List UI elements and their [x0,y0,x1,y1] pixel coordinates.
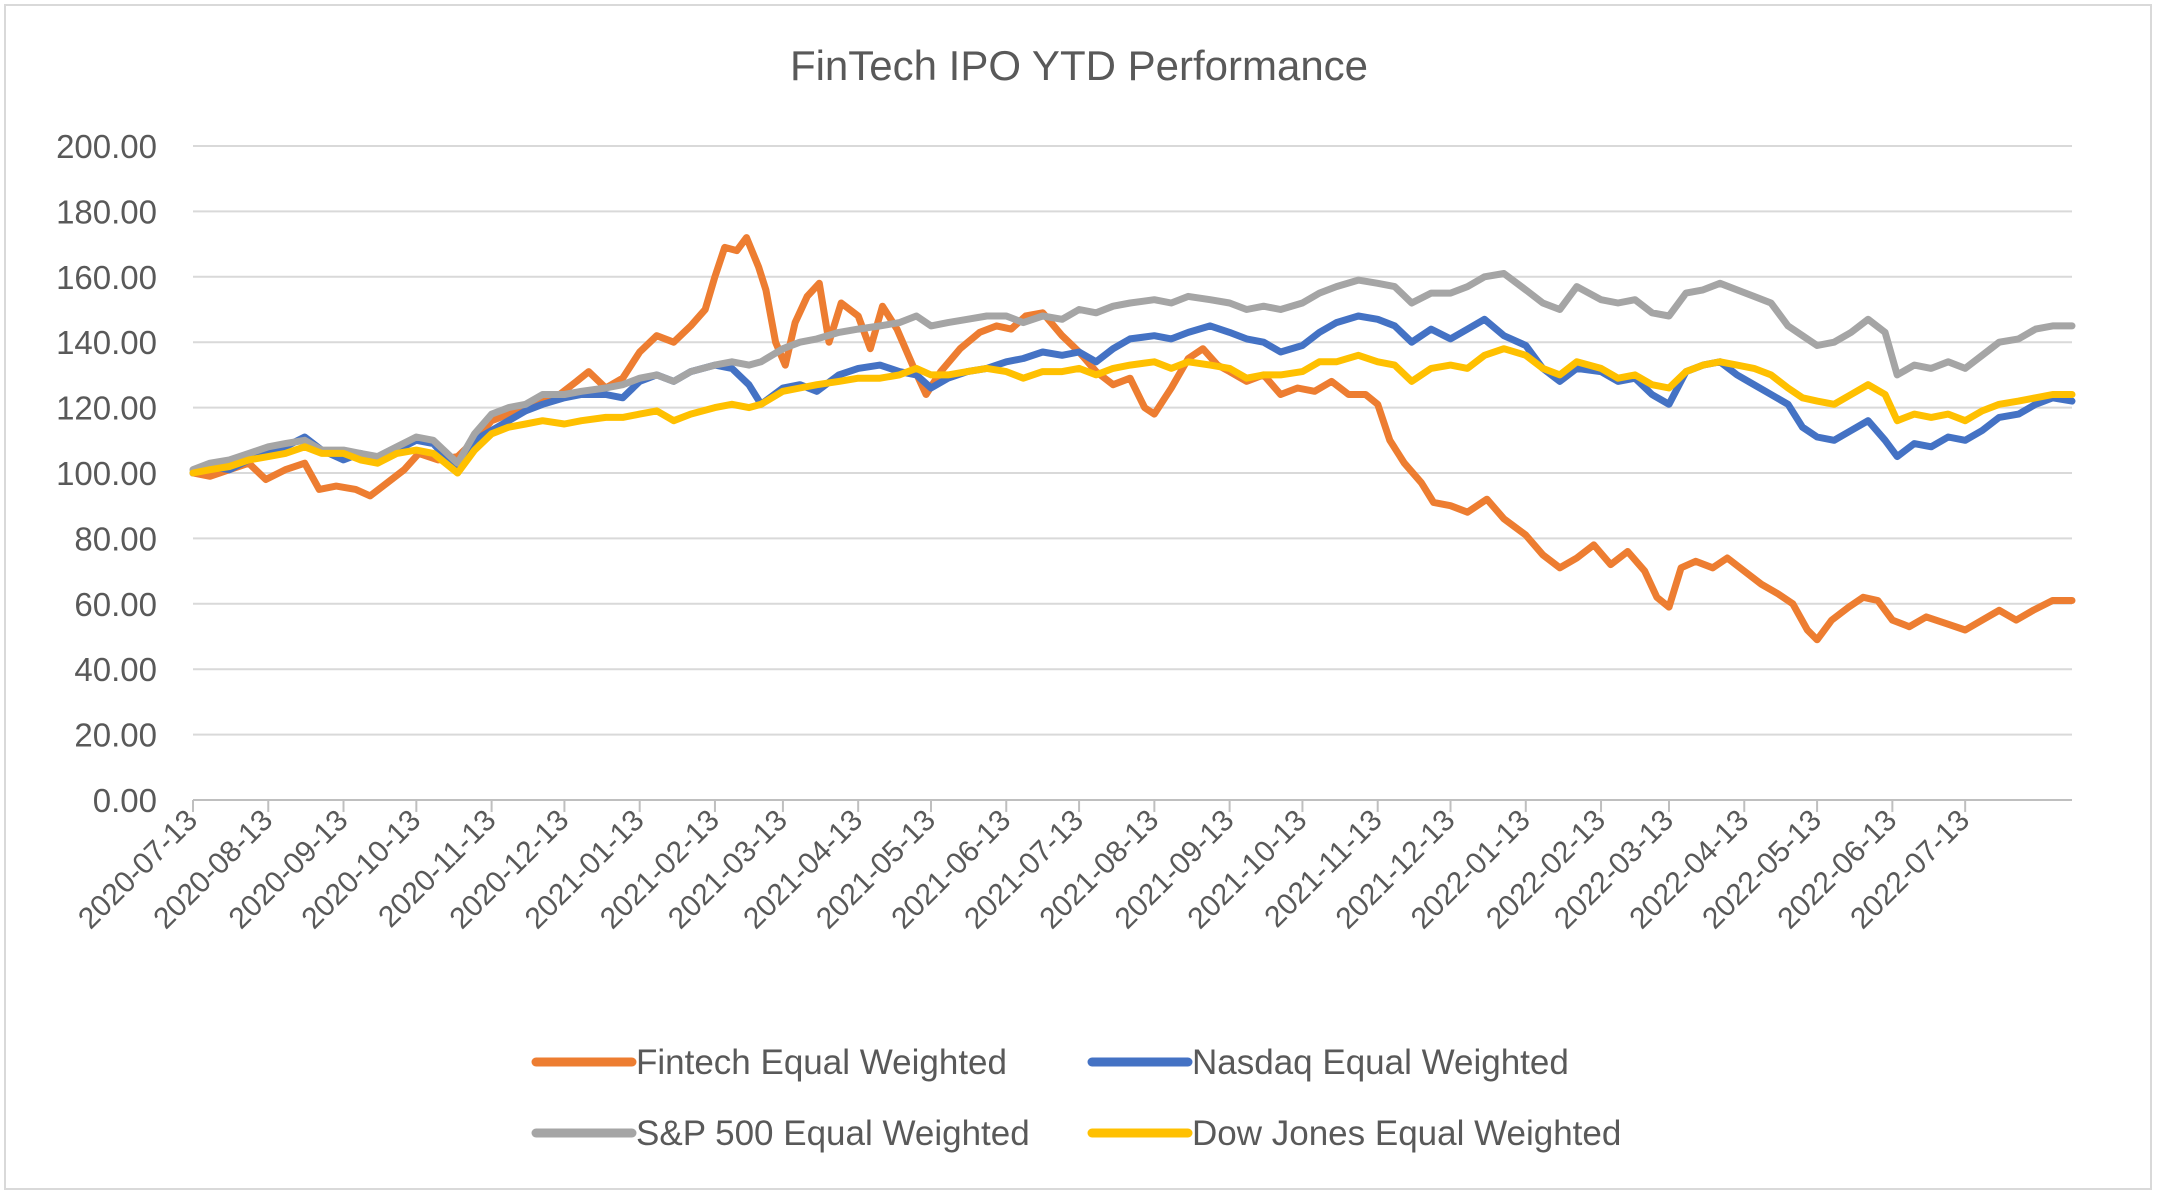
y-axis-ticks: 0.00 20.00 40.00 60.00 80.00 100.00 120.00 140.… [56,128,157,819]
y-tick-label: 20.00 [74,717,157,754]
legend-label: Nasdaq Equal Weighted [1192,1043,1569,1082]
y-tick-label: 40.00 [74,651,157,688]
series-lines [189,234,2076,644]
legend: Fintech Equal Weighted Nasdaq Equal Weigh… [531,1043,1621,1153]
y-tick-label: 60.00 [74,586,157,623]
y-tick-label: 160.00 [56,259,157,296]
y-tick-label: 140.00 [56,324,157,361]
chart-title: FinTech IPO YTD Performance [790,42,1368,89]
y-tick-label: 0.00 [93,782,157,819]
y-tick-label: 120.00 [56,390,157,427]
chart-frame [4,4,2152,1190]
series-line-s-p-500-equal-weighted [189,270,2076,474]
y-tick-label: 100.00 [56,455,157,492]
gridlines [193,145,2072,736]
legend-label: Fintech Equal Weighted [636,1043,1007,1082]
series-line-dow-jones-equal-weighted [189,345,2076,477]
legend-label: S&P 500 Equal Weighted [636,1114,1030,1153]
y-tick-label: 180.00 [56,193,157,230]
y-tick-label: 80.00 [74,520,157,557]
x-axis: 2020-07-132020-08-132020-09-132020-10-13… [72,799,2072,935]
series-line-nasdaq-equal-weighted [189,312,2076,477]
legend-label: Dow Jones Equal Weighted [1192,1114,1621,1153]
y-tick-label: 200.00 [56,128,157,165]
